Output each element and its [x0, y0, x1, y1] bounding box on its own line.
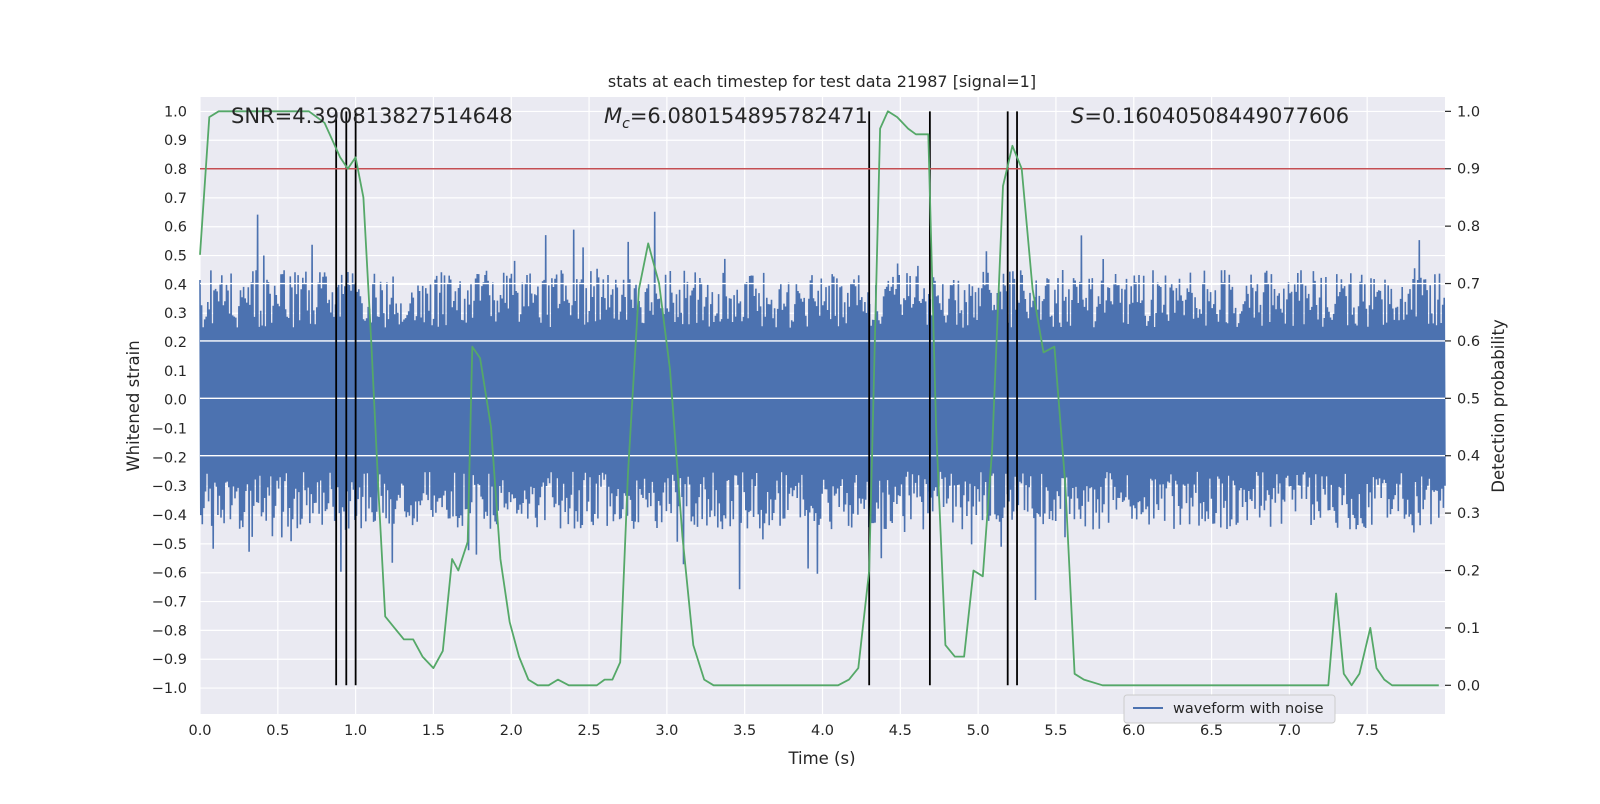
tick-labels: 0.0 0.5 1.0 1.5 2.0 2.5 3.0 3.5 4.0 4.5 5.0 5.5 6.0 6… [152, 104, 1480, 739]
x-tick-label-14: 7.0 [1278, 723, 1301, 739]
y-right-tick-label-5: 0.5 [1457, 391, 1480, 407]
x-tick-label-15: 7.5 [1356, 723, 1379, 739]
y-left-tick-label-3: −0.7 [152, 595, 187, 611]
x-tick-label-13: 6.5 [1200, 723, 1223, 739]
s-annotation: S=0.16040508449077606 [1071, 104, 1349, 128]
y-left-tick-label-19: 0.9 [164, 133, 187, 149]
x-tick-label-5: 2.5 [578, 723, 601, 739]
noise-series-layer [199, 211, 1446, 601]
y-left-tick-label-11: 0.1 [164, 364, 187, 380]
x-tick-label-3: 1.5 [422, 723, 445, 739]
y-right-tick-label-10: 1.0 [1457, 104, 1480, 120]
x-tick-label-6: 3.0 [655, 723, 678, 739]
y-left-tick-label-5: −0.5 [152, 537, 187, 553]
y-right-tick-label-1: 0.1 [1457, 621, 1480, 637]
mc-symbol: M [604, 104, 622, 128]
y-right-tick-label-2: 0.2 [1457, 564, 1480, 580]
x-tick-label-4: 2.0 [500, 723, 523, 739]
y-left-tick-label-15: 0.5 [164, 249, 187, 265]
legend-label: waveform with noise [1173, 701, 1324, 717]
x-axis-label: Time (s) [787, 749, 855, 768]
y-left-tick-label-16: 0.6 [164, 220, 187, 236]
legend-box [1123, 694, 1336, 724]
y-right-tick-label-8: 0.8 [1457, 219, 1480, 235]
x-tick-label-0: 0.0 [188, 723, 211, 739]
y-axis-label-left: Whitened strain [124, 340, 143, 471]
y-left-tick-label-7: −0.3 [152, 479, 187, 495]
x-tick-label-11: 5.5 [1044, 723, 1067, 739]
x-tick-label-10: 5.0 [967, 723, 990, 739]
x-tick-label-1: 0.5 [266, 723, 289, 739]
y-left-tick-label-8: −0.2 [152, 450, 187, 466]
y-right-tick-label-3: 0.3 [1457, 506, 1480, 522]
s-symbol: S [1071, 104, 1084, 128]
x-tick-label-9: 4.5 [889, 723, 912, 739]
y-left-tick-label-1: −0.9 [152, 652, 187, 668]
y-axis-label-right: Detection probability [1489, 319, 1508, 493]
y-left-tick-label-6: −0.4 [152, 508, 187, 524]
x-tick-label-7: 3.5 [733, 723, 756, 739]
snr-annotation: SNR=4.390813827514648 [231, 104, 513, 128]
y-right-tick-label-4: 0.4 [1457, 449, 1480, 465]
mc-annotation: Mc=6.080154895782471 [604, 104, 868, 132]
mc-value: =6.080154895782471 [630, 104, 868, 128]
y-left-tick-label-0: −1.0 [152, 681, 187, 697]
y-right-tick-label-9: 0.9 [1457, 162, 1480, 178]
y-right-tick-label-0: 0.0 [1457, 678, 1480, 694]
x-tick-label-12: 6.0 [1122, 723, 1145, 739]
y-left-tick-label-10: 0.0 [164, 393, 187, 409]
legend: waveform with noise [1123, 694, 1336, 724]
x-tick-label-8: 4.0 [811, 723, 834, 739]
y-left-tick-label-12: 0.2 [164, 335, 187, 351]
probability-series-line [199, 110, 1439, 687]
y-right-tick-label-6: 0.6 [1457, 334, 1480, 350]
mc-subscript: c [622, 116, 630, 132]
chart-title: stats at each timestep for test data 219… [608, 72, 1036, 91]
vertical-markers [335, 111, 1018, 686]
y-left-tick-label-17: 0.7 [164, 191, 187, 207]
y-left-tick-label-14: 0.4 [164, 277, 187, 293]
y-left-tick-label-9: −0.1 [152, 422, 187, 438]
y-left-tick-label-2: −0.8 [152, 623, 187, 639]
y-left-tick-label-4: −0.6 [152, 566, 187, 582]
s-value: =0.16040508449077606 [1084, 104, 1349, 128]
right-axis-grid [200, 282, 1445, 457]
noise-series-line [199, 211, 1446, 601]
probability-series-layer [199, 110, 1439, 687]
y-left-tick-label-18: 0.8 [164, 162, 187, 178]
x-tick-label-2: 1.0 [344, 723, 367, 739]
y-right-tick-label-7: 0.7 [1457, 277, 1480, 293]
y-left-tick-label-13: 0.3 [164, 306, 187, 322]
y-left-tick-label-20: 1.0 [164, 104, 187, 120]
